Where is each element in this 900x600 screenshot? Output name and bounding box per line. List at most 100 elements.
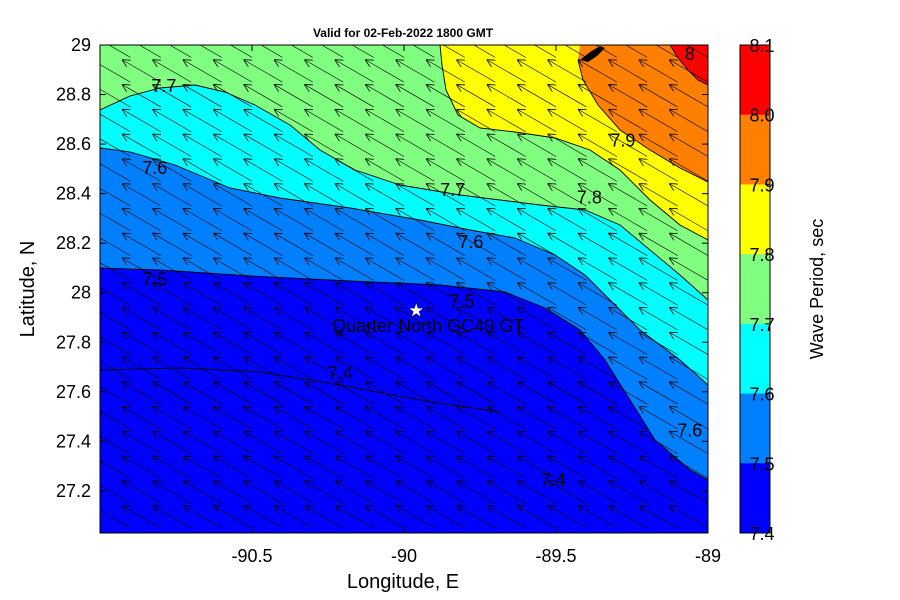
wave-arrow-224 — [396, 407, 435, 430]
wave-arrow-173 — [305, 184, 344, 207]
wave-arrow-276 — [457, 110, 496, 132]
wave-arrow-166 — [305, 357, 344, 380]
land-patch — [580, 46, 605, 62]
wave-arrow-148 — [275, 308, 313, 331]
wave-arrow-195 — [336, 134, 374, 157]
x-tick-label: -89 — [695, 546, 721, 566]
wave-arrow-165 — [305, 382, 344, 405]
wave-arrow-253 — [427, 184, 465, 207]
wave-arrow-350 — [579, 258, 617, 281]
wave-arrow-376 — [609, 110, 648, 132]
wave-arrow-51 — [123, 234, 161, 256]
wave-arrow-282 — [488, 457, 526, 479]
wave-arrow-30 — [100, 258, 131, 281]
wave-arrow-179 — [321, 45, 344, 58]
wave-arrow-50 — [123, 258, 161, 281]
wave-arrow-175 — [305, 134, 344, 157]
wave-arrow-235 — [396, 134, 435, 157]
wave-arrow-176 — [305, 110, 344, 132]
wave-arrow-382 — [640, 457, 678, 479]
wave-arrow-41 — [123, 481, 161, 504]
wave-arrow-403 — [670, 432, 708, 454]
wave-arrow-126 — [244, 357, 283, 380]
wave-arrow-384 — [640, 407, 678, 430]
y-axis: 29 28.8 28.6 28.4 28.2 28 27.8 27.6 27.4 27.2 — [56, 35, 708, 501]
wave-arrow-205 — [366, 382, 405, 405]
wave-arrow-244 — [427, 407, 465, 430]
wave-arrow-419 — [686, 45, 708, 58]
wave-arrow-378 — [609, 60, 648, 83]
wave-arrow-300 — [518, 506, 557, 529]
wave-arrow-113 — [214, 184, 253, 207]
wave-arrow-400 — [670, 506, 708, 529]
wave-arrow-100 — [214, 506, 253, 529]
wave-arrow-381 — [640, 481, 678, 504]
wave-arrow-365 — [609, 382, 648, 405]
wave-arrow-393 — [640, 184, 678, 207]
wave-arrow-315 — [518, 134, 557, 157]
wave-arrow-208 — [366, 308, 405, 331]
wave-arrow-305 — [518, 382, 557, 405]
wave-arrow-63 — [153, 432, 192, 454]
wave-arrow-272 — [457, 209, 496, 232]
wave-arrow-329 — [548, 283, 587, 306]
wave-arrow-217 — [366, 85, 405, 108]
wave-arrow-93 — [184, 184, 222, 207]
wave-arrow-260 — [457, 506, 496, 529]
wave-arrow-387 — [640, 333, 678, 355]
wave-arrow-171 — [305, 234, 344, 256]
wave-arrow-206 — [366, 357, 405, 380]
y-tick-label: 29 — [71, 35, 91, 55]
wave-arrow-284 — [488, 407, 526, 430]
wave-arrow-169 — [305, 283, 344, 306]
wave-arrow-348 — [579, 308, 617, 331]
wave-arrow-406 — [670, 357, 708, 380]
wave-arrow-80 — [184, 506, 222, 529]
wave-arrow-105 — [214, 382, 253, 405]
wave-arrow-392 — [640, 209, 678, 232]
wave-arrow-296 — [488, 110, 526, 132]
wave-arrow-109 — [214, 283, 253, 306]
wave-arrow-121 — [244, 481, 283, 504]
wave-arrow-278 — [457, 60, 496, 83]
contour-label-7: 7.8 — [577, 188, 602, 208]
wave-arrow-77 — [153, 85, 192, 108]
colorbar-segment — [740, 184, 770, 255]
wave-arrow-239 — [412, 45, 435, 58]
colorbar: 8.1 8.0 7.9 7.8 7.7 7.6 7.5 7.4 — [739, 36, 775, 544]
wave-arrow-321 — [548, 481, 587, 504]
wave-arrow-222 — [396, 457, 435, 479]
wave-arrow-325 — [548, 382, 587, 405]
wave-arrow-304 — [518, 407, 557, 430]
wave-arrow-259 — [442, 45, 465, 58]
wave-arrow-157 — [275, 85, 313, 108]
wave-arrow-344 — [579, 407, 617, 430]
wave-arrow-137 — [244, 85, 283, 108]
wave-arrow-170 — [305, 258, 344, 281]
wave-arrow-143 — [275, 432, 313, 454]
wave-arrow-116 — [214, 110, 253, 132]
wave-arrow-160 — [305, 506, 344, 529]
wave-arrow-99 — [199, 45, 222, 58]
wave-arrow-324 — [548, 407, 587, 430]
wave-arrow-128 — [244, 308, 283, 331]
wave-arrow-127 — [244, 333, 283, 355]
wave-arrow-119 — [230, 45, 253, 58]
wave-arrow-261 — [457, 481, 496, 504]
wave-arrow-347 — [579, 333, 617, 355]
wave-arrow-168 — [305, 308, 344, 331]
wave-arrow-331 — [548, 234, 587, 256]
wave-arrow-31 — [100, 234, 131, 256]
wave-arrow-295 — [488, 134, 526, 157]
x-axis-label: Longitude, E — [347, 571, 459, 593]
wave-arrow-84 — [184, 407, 222, 430]
wave-arrow-139 — [260, 45, 283, 58]
wave-arrow-231 — [396, 234, 435, 256]
wave-arrow-297 — [488, 85, 526, 108]
wave-arrow-362 — [609, 457, 648, 479]
wave-arrow-380 — [640, 506, 678, 529]
contour-label-0: 7.7 — [151, 76, 176, 96]
wave-arrow-256 — [427, 110, 465, 132]
wave-arrow-363 — [609, 432, 648, 454]
wave-arrow-361 — [609, 481, 648, 504]
